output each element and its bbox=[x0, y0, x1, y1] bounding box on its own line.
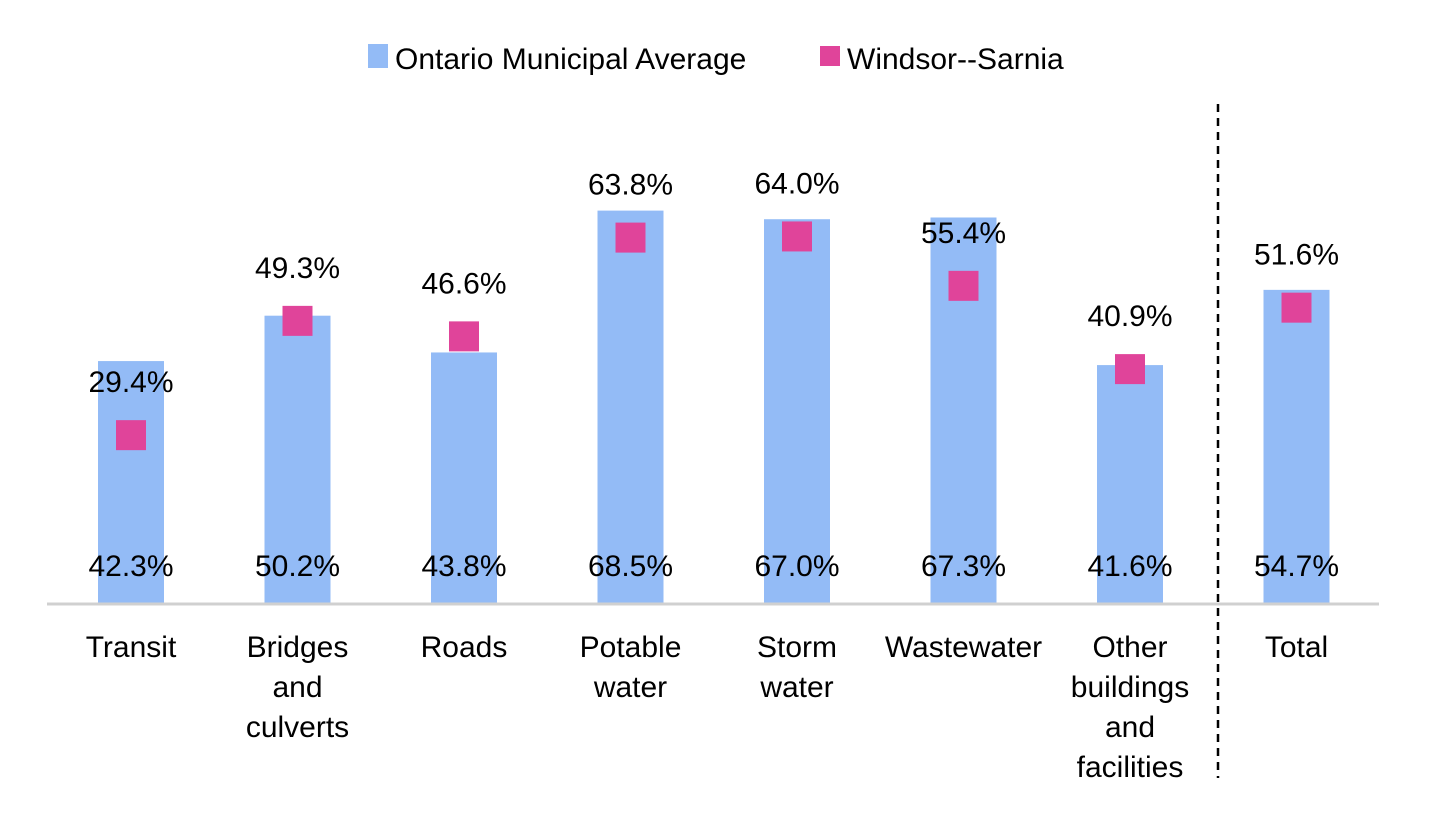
bar-value-label-6: 41.6% bbox=[1087, 550, 1172, 583]
bar-value-label-5: 67.3% bbox=[921, 550, 1006, 583]
marker-value-label-5: 55.4% bbox=[921, 217, 1006, 250]
bar-value-label-0: 42.3% bbox=[88, 550, 173, 583]
labels: 42.3% 29.4% 50.2% 49.3% 43.8% 46.6% 68.5% 63.8%… bbox=[88, 167, 1339, 583]
bar-3 bbox=[597, 210, 664, 605]
category-label-3-line-0: Potable bbox=[580, 631, 682, 664]
marker-value-label-6: 40.9% bbox=[1087, 300, 1172, 333]
marker-value-label-1: 49.3% bbox=[255, 252, 340, 285]
category-label-2-line-0: Roads bbox=[421, 631, 508, 664]
category-label-0: Transit bbox=[86, 631, 177, 664]
category-label-1-line-1: and bbox=[272, 671, 322, 704]
category-label-4: Storm water bbox=[757, 631, 837, 704]
bar-value-label-7: 54.7% bbox=[1254, 550, 1339, 583]
bar-value-label-2: 43.8% bbox=[421, 550, 506, 583]
legend-swatch-windsor bbox=[820, 46, 840, 66]
bar-4 bbox=[764, 219, 830, 604]
bar-value-label-3: 68.5% bbox=[588, 550, 673, 583]
category-label-3: Potable water bbox=[580, 631, 682, 704]
marker-value-label-3: 63.8% bbox=[588, 169, 673, 202]
category-labels: Transit Bridges and culverts Roads Potable wat… bbox=[86, 631, 1328, 784]
marker-1 bbox=[282, 305, 313, 336]
bars bbox=[98, 210, 1330, 605]
category-label-1-line-2: culverts bbox=[246, 711, 349, 744]
bar-0 bbox=[98, 361, 164, 604]
category-label-1-line-0: Bridges bbox=[247, 631, 349, 664]
bar-7 bbox=[1263, 289, 1330, 604]
marker-2 bbox=[449, 321, 479, 352]
legend-label-ontario: Ontario Municipal Average bbox=[395, 43, 746, 76]
category-label-6-line-0: Other bbox=[1092, 631, 1167, 664]
category-label-2: Roads bbox=[421, 631, 508, 664]
category-label-7-line-0: Total bbox=[1265, 631, 1328, 664]
bar-value-label-1: 50.2% bbox=[255, 550, 340, 583]
bar-value-label-4: 67.0% bbox=[754, 550, 839, 583]
markers bbox=[116, 221, 1312, 451]
marker-0 bbox=[116, 420, 146, 451]
legend-label-windsor: Windsor--Sarnia bbox=[847, 43, 1064, 76]
category-label-5-line-0: Wastewater bbox=[885, 631, 1042, 664]
legend-swatch-ontario bbox=[368, 44, 388, 68]
category-label-6-line-1: buildings bbox=[1071, 671, 1189, 704]
category-label-6-line-3: facilities bbox=[1077, 751, 1184, 784]
marker-6 bbox=[1115, 354, 1145, 385]
bar-2 bbox=[431, 352, 497, 604]
category-label-6-line-2: and bbox=[1105, 711, 1155, 744]
marker-5 bbox=[948, 270, 979, 301]
bar-6 bbox=[1097, 365, 1163, 604]
category-label-4-line-1: water bbox=[759, 671, 833, 704]
category-label-0-line-0: Transit bbox=[86, 631, 177, 664]
category-label-6: Other buildings and facilities bbox=[1071, 631, 1189, 784]
marker-7 bbox=[1281, 292, 1312, 323]
category-label-5: Wastewater bbox=[885, 631, 1042, 664]
marker-value-label-7: 51.6% bbox=[1254, 239, 1339, 272]
marker-4 bbox=[782, 221, 812, 252]
category-label-7: Total bbox=[1265, 631, 1328, 664]
marker-3 bbox=[615, 222, 646, 253]
category-label-1: Bridges and culverts bbox=[246, 631, 349, 744]
category-label-3-line-1: water bbox=[593, 671, 667, 704]
marker-value-label-0: 29.4% bbox=[88, 366, 173, 399]
legend: Ontario Municipal Average Windsor--Sarni… bbox=[368, 43, 1064, 76]
bar-1 bbox=[264, 315, 331, 604]
marker-value-label-2: 46.6% bbox=[421, 267, 506, 300]
marker-value-label-4: 64.0% bbox=[754, 167, 839, 200]
category-label-4-line-0: Storm bbox=[757, 631, 837, 664]
